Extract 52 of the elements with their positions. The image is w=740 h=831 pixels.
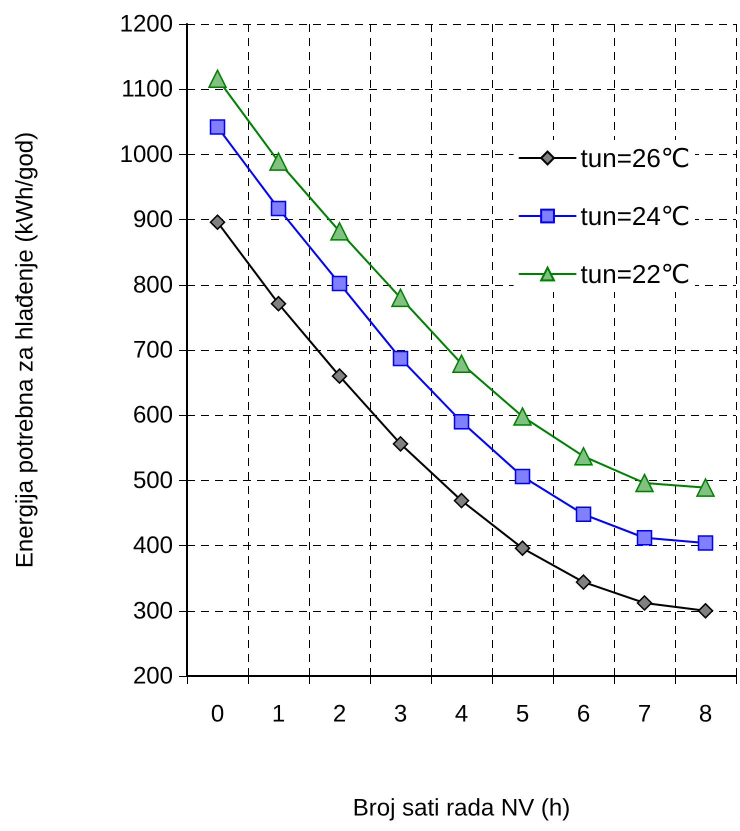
legend-label: tun=24℃ [580,201,690,231]
x-tick-label: 2 [332,700,346,728]
y-tick-label: 800 [132,271,173,298]
point [513,407,532,426]
point [392,350,408,366]
x-tick-label: 3 [394,700,408,728]
x-tick-label: 1 [272,700,286,728]
x-axis-title: Broj sati rada NV (h) [352,794,570,822]
point [332,368,348,384]
y-tick-label: 400 [132,532,173,560]
y-tick-label: 300 [132,597,173,624]
point [270,200,286,216]
point [576,506,592,522]
point [208,70,227,88]
x-tick-label: 6 [576,700,590,728]
x-tick-label: 8 [698,700,712,728]
point [330,222,349,241]
point [454,414,470,430]
point [270,296,286,312]
y-tick-label: 700 [132,336,173,364]
legend-label: tun=22℃ [580,259,690,289]
point [576,574,592,590]
point [210,214,226,230]
point [636,530,652,546]
x-tick-label: 5 [516,700,530,728]
x-tick-label: 0 [210,700,224,728]
point [392,436,408,452]
point [454,492,470,508]
y-axis-title: Energija potrebna za hlađenje (kWh/god) [12,132,38,568]
point [636,595,652,611]
point [698,603,714,619]
y-tick-label: 900 [132,206,173,234]
y-tick-label: 200 [132,662,173,690]
point [514,468,530,484]
point [391,288,410,308]
y-tick-label: 1000 [120,140,173,168]
point [574,447,593,466]
legend-label: tun=26℃ [580,143,690,173]
y-tick-label: 500 [132,466,173,494]
point [698,535,714,551]
point [696,478,715,497]
point [269,152,288,171]
x-tick-label: 4 [454,700,468,728]
point [635,474,654,492]
x-tick-label: 7 [638,700,652,728]
point [210,119,226,135]
point [514,540,530,556]
y-tick-label: 1100 [121,76,173,103]
y-tick-label: 600 [132,402,173,429]
point [452,354,471,373]
y-tick-label: 1200 [120,10,173,38]
point [332,276,348,292]
